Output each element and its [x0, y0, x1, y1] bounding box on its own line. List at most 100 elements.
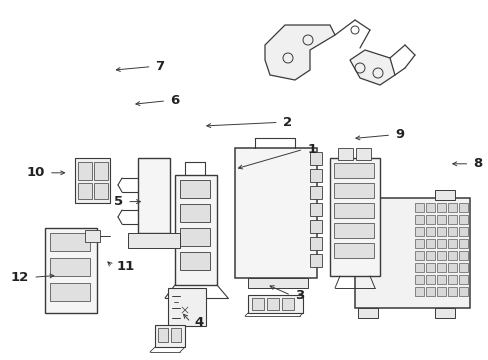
Bar [309, 152, 321, 165]
Bar [447, 275, 456, 284]
Bar [251, 298, 264, 310]
Bar [357, 190, 377, 200]
Text: 8: 8 [472, 157, 482, 170]
Bar [180, 228, 209, 246]
Bar [436, 263, 445, 272]
Bar [425, 251, 434, 260]
Bar [333, 203, 373, 218]
Bar [434, 190, 454, 200]
Bar [447, 227, 456, 236]
Text: 7: 7 [155, 60, 164, 73]
Text: 5: 5 [114, 195, 123, 208]
Bar [175, 175, 217, 285]
Bar [458, 263, 467, 272]
Bar [333, 243, 373, 258]
Bar [309, 254, 321, 267]
Bar [436, 203, 445, 212]
Bar [458, 203, 467, 212]
Bar [45, 228, 97, 313]
Bar [158, 328, 168, 342]
Bar [414, 251, 423, 260]
Bar [75, 158, 110, 203]
Bar [436, 275, 445, 284]
Bar [309, 220, 321, 233]
Bar [447, 203, 456, 212]
Text: 1: 1 [306, 143, 316, 156]
Bar [333, 223, 373, 238]
Bar [266, 298, 279, 310]
Bar [138, 158, 170, 233]
Bar [447, 251, 456, 260]
Bar [235, 148, 316, 278]
Bar [357, 308, 377, 318]
Bar [458, 251, 467, 260]
Text: 6: 6 [170, 94, 179, 107]
Bar [354, 198, 469, 308]
Polygon shape [264, 25, 334, 80]
Bar [180, 180, 209, 198]
Text: 12: 12 [11, 271, 29, 284]
Bar [447, 215, 456, 224]
Text: 9: 9 [394, 129, 404, 141]
Bar [447, 263, 456, 272]
Bar [414, 215, 423, 224]
Bar [333, 163, 373, 178]
Bar [425, 263, 434, 272]
Bar [434, 308, 454, 318]
Bar [458, 239, 467, 248]
Bar [309, 237, 321, 250]
Bar [94, 183, 108, 199]
Bar [354, 240, 364, 275]
Bar [458, 215, 467, 224]
Bar [50, 283, 90, 301]
Bar [425, 287, 434, 296]
Bar [128, 233, 180, 248]
Bar [247, 278, 307, 288]
Bar [425, 227, 434, 236]
Bar [436, 227, 445, 236]
Bar [337, 148, 352, 160]
Bar [436, 215, 445, 224]
Bar [180, 252, 209, 270]
Text: 11: 11 [116, 260, 135, 273]
Bar [458, 227, 467, 236]
Bar [282, 298, 293, 310]
Text: 2: 2 [282, 116, 291, 129]
Bar [414, 203, 423, 212]
Bar [436, 251, 445, 260]
Bar [458, 287, 467, 296]
Bar [78, 162, 92, 180]
Bar [50, 233, 90, 251]
Bar [414, 227, 423, 236]
Bar [168, 288, 205, 326]
Bar [333, 183, 373, 198]
Bar [355, 148, 370, 160]
Polygon shape [349, 50, 394, 85]
Text: 3: 3 [294, 289, 304, 302]
Bar [414, 263, 423, 272]
Text: 10: 10 [26, 166, 45, 179]
Bar [309, 203, 321, 216]
Bar [414, 239, 423, 248]
Bar [436, 239, 445, 248]
Bar [329, 158, 379, 276]
Bar [94, 162, 108, 180]
Bar [458, 275, 467, 284]
Bar [309, 186, 321, 199]
Bar [425, 275, 434, 284]
Bar [436, 287, 445, 296]
Bar [447, 239, 456, 248]
Bar [425, 239, 434, 248]
Bar [78, 183, 92, 199]
Bar [85, 230, 100, 242]
Bar [180, 204, 209, 222]
Bar [50, 258, 90, 276]
Bar [447, 287, 456, 296]
Bar [309, 169, 321, 182]
Bar [414, 287, 423, 296]
Bar [171, 328, 181, 342]
Bar [414, 275, 423, 284]
Bar [247, 295, 303, 313]
Text: 4: 4 [194, 316, 203, 329]
Bar [425, 215, 434, 224]
